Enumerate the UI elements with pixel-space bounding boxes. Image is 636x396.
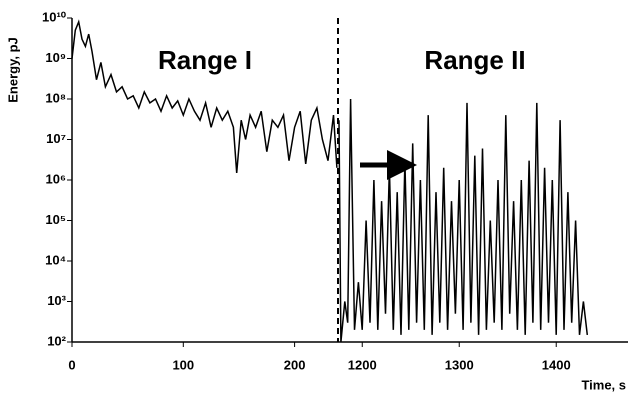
y-tick-label: 10³ — [47, 293, 66, 308]
data-line — [71, 19, 338, 173]
range-label: Range I — [158, 45, 252, 75]
x-tick-label: 0 — [68, 357, 75, 372]
y-tick-label: 10⁴ — [45, 252, 66, 267]
y-tick-label: 10⁶ — [46, 171, 66, 186]
x-axis-label: Time, s — [581, 377, 626, 392]
range-label: Range II — [424, 45, 525, 75]
x-tick-label: 200 — [284, 357, 306, 372]
y-tick-label: 10¹⁰ — [42, 9, 67, 24]
x-tick-label: 100 — [172, 357, 194, 372]
x-tick-label: 1400 — [542, 357, 571, 372]
x-tick-label: 1200 — [348, 357, 377, 372]
y-tick-label: 10⁷ — [46, 131, 66, 146]
y-tick-label: 10² — [47, 333, 66, 348]
y-tick-label: 10⁸ — [45, 90, 66, 105]
x-tick-label: 1300 — [445, 357, 474, 372]
y-tick-label: 10⁹ — [45, 50, 66, 65]
y-tick-label: 10⁵ — [45, 212, 66, 227]
data-line — [338, 98, 589, 343]
y-axis-label: Energy, pJ — [5, 37, 20, 103]
